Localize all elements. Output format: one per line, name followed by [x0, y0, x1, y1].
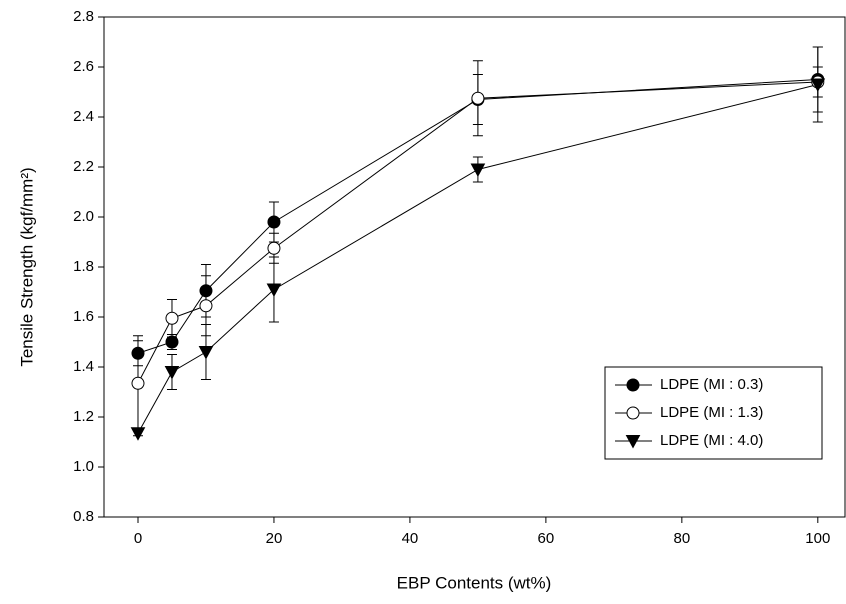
y-tick-label: 1.4	[73, 358, 94, 375]
marker	[165, 335, 179, 349]
x-tick-label: 0	[134, 530, 142, 547]
y-tick-label: 0.8	[73, 508, 94, 525]
series-line	[137, 84, 818, 434]
y-tick-label: 2.8	[73, 8, 94, 25]
y-tick-label: 2.4	[73, 108, 94, 125]
marker	[199, 284, 213, 298]
legend-label: LDPE (MI : 0.3)	[660, 376, 763, 393]
y-tick-label: 2.0	[73, 208, 94, 225]
marker	[470, 163, 486, 178]
marker	[471, 91, 485, 105]
legend-label: LDPE (MI : 4.0)	[660, 432, 763, 449]
marker	[198, 346, 214, 360]
marker	[131, 376, 145, 390]
marker	[164, 366, 180, 380]
marker	[131, 346, 145, 360]
marker	[165, 311, 179, 325]
y-tick-label: 1.6	[73, 308, 94, 325]
marker	[267, 241, 281, 255]
y-tick-label: 2.6	[73, 58, 94, 75]
x-tick-label: 80	[674, 530, 691, 547]
y-axis-title: Tensile Strength (kgf/mm²)	[17, 167, 36, 366]
legend-marker	[625, 435, 641, 449]
y-tick-label: 1.2	[73, 408, 94, 425]
series-line	[137, 81, 818, 384]
legend-marker	[626, 378, 640, 392]
marker	[199, 299, 213, 313]
marker	[810, 78, 826, 93]
marker	[266, 283, 282, 298]
legend-marker	[626, 406, 640, 420]
y-tick-label: 1.8	[73, 258, 94, 275]
x-axis-title: EBP Contents (wt%)	[397, 573, 552, 592]
legend-label: LDPE (MI : 1.3)	[660, 404, 763, 421]
marker	[267, 215, 281, 229]
y-tick-label: 1.0	[73, 458, 94, 475]
x-tick-label: 20	[266, 530, 283, 547]
x-tick-label: 40	[402, 530, 419, 547]
marker	[130, 427, 146, 441]
x-tick-label: 60	[538, 530, 555, 547]
y-tick-label: 2.2	[73, 158, 94, 175]
x-tick-label: 100	[805, 530, 830, 547]
